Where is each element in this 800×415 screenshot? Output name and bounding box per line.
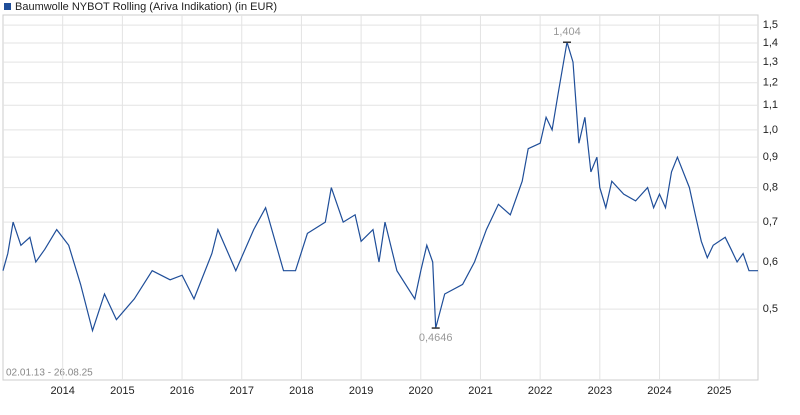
plot-frame xyxy=(2,14,759,381)
x-tick-label: 2021 xyxy=(468,385,492,397)
date-range: 02.01.13 - 26.08.25 xyxy=(6,368,93,379)
y-tick-label: 1,0 xyxy=(763,124,778,136)
x-tick-label: 2018 xyxy=(289,385,313,397)
y-tick-label: 1,4 xyxy=(763,37,778,49)
x-tick-label: 2025 xyxy=(707,385,731,397)
x-tick-label: 2015 xyxy=(110,385,134,397)
x-tick-label: 2016 xyxy=(170,385,194,397)
chart-title: Baumwolle NYBOT Rolling (Ariva Indikatio… xyxy=(15,1,277,13)
x-tick-label: 2022 xyxy=(528,385,552,397)
x-tick-label: 2019 xyxy=(349,385,373,397)
price-line xyxy=(2,42,758,333)
y-tick-label: 0,8 xyxy=(763,182,778,194)
annotation: 1,404 xyxy=(553,26,581,38)
x-tick-label: 2023 xyxy=(588,385,612,397)
annotation: 0,4646 xyxy=(419,332,453,344)
x-tick-label: 2017 xyxy=(229,385,253,397)
y-tick-label: 1,2 xyxy=(763,77,778,89)
y-tick-label: 1,3 xyxy=(763,56,778,68)
y-tick-label: 0,5 xyxy=(763,303,778,315)
x-tick-label: 2020 xyxy=(409,385,433,397)
y-tick-label: 0,6 xyxy=(763,256,778,268)
x-tick-label: 2024 xyxy=(647,385,671,397)
y-tick-label: 1,5 xyxy=(763,19,778,31)
x-tick-label: 2014 xyxy=(50,385,74,397)
y-tick-label: 0,7 xyxy=(763,216,778,228)
legend-swatch xyxy=(4,3,11,10)
y-tick-label: 1,1 xyxy=(763,99,778,111)
y-tick-label: 0,9 xyxy=(763,151,778,163)
